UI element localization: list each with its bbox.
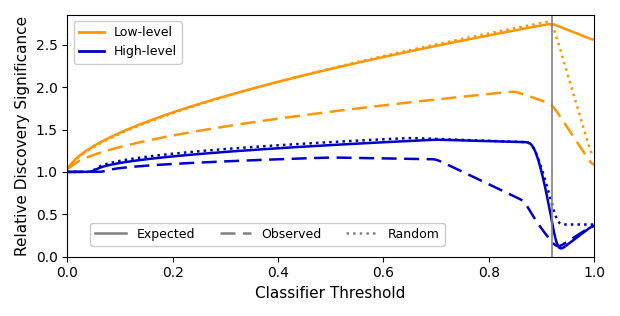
Legend: Expected, Observed, Random: Expected, Observed, Random [91, 223, 445, 246]
Y-axis label: Relative Discovery Significance: Relative Discovery Significance [15, 16, 30, 256]
X-axis label: Classifier Threshold: Classifier Threshold [255, 286, 406, 301]
